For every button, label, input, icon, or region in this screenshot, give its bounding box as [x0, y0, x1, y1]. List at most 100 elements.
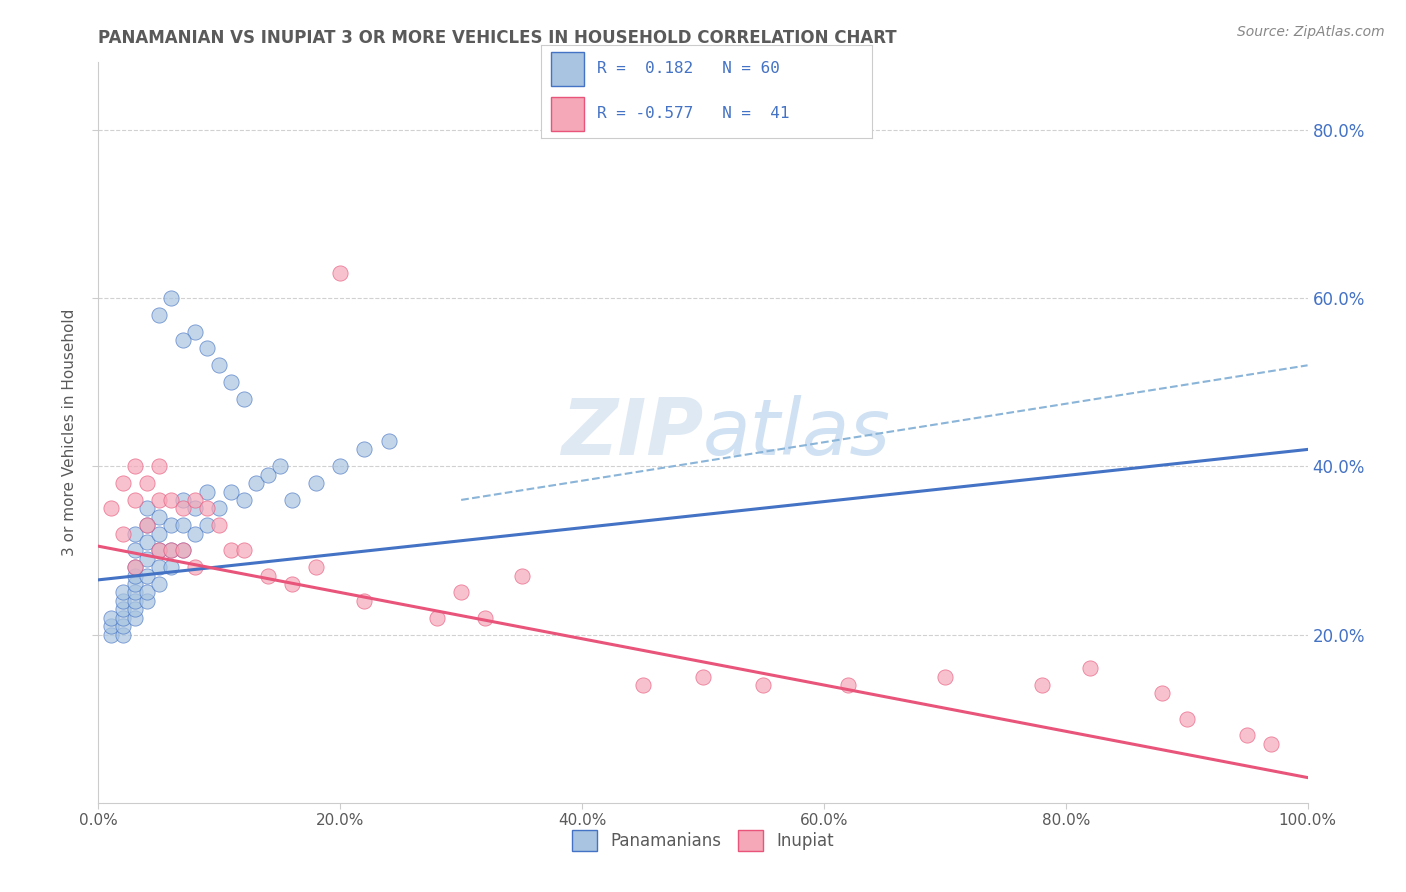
Point [148, 492, 170, 507]
Point [172, 501, 194, 516]
Point [631, 678, 654, 692]
Point [111, 627, 134, 641]
Point [124, 526, 146, 541]
Text: ZIP: ZIP [561, 394, 703, 471]
Point [329, 459, 352, 474]
Point [353, 594, 375, 608]
Point [135, 501, 157, 516]
Point [124, 594, 146, 608]
Point [100, 501, 122, 516]
Legend: Panamanians, Inupiat: Panamanians, Inupiat [565, 823, 841, 857]
Point [100, 627, 122, 641]
Point [124, 585, 146, 599]
Point [281, 577, 304, 591]
Point [111, 619, 134, 633]
Point [256, 568, 278, 582]
Point [111, 594, 134, 608]
Point [172, 543, 194, 558]
Point [269, 459, 291, 474]
Point [111, 476, 134, 491]
Point [208, 359, 231, 373]
FancyBboxPatch shape [551, 97, 585, 131]
Point [148, 543, 170, 558]
Point [160, 543, 183, 558]
Point [752, 678, 775, 692]
Point [329, 266, 352, 280]
Point [934, 670, 956, 684]
Point [305, 476, 328, 491]
Point [135, 476, 157, 491]
Point [135, 551, 157, 566]
Point [221, 484, 243, 499]
Point [124, 602, 146, 616]
Point [135, 535, 157, 549]
Point [1031, 678, 1053, 692]
Point [100, 610, 122, 624]
Point [184, 501, 207, 516]
Point [1175, 712, 1198, 726]
Point [305, 560, 328, 574]
Point [195, 518, 218, 533]
Point [135, 518, 157, 533]
Point [148, 526, 170, 541]
Point [160, 560, 183, 574]
Point [256, 467, 278, 482]
Point [1236, 729, 1258, 743]
Text: R = -0.577   N =  41: R = -0.577 N = 41 [598, 106, 790, 121]
Point [353, 442, 375, 457]
Point [474, 610, 496, 624]
Point [692, 670, 714, 684]
Text: Source: ZipAtlas.com: Source: ZipAtlas.com [1237, 25, 1385, 39]
Point [245, 476, 267, 491]
Point [111, 610, 134, 624]
Point [124, 560, 146, 574]
Text: atlas: atlas [703, 394, 891, 471]
Point [195, 342, 218, 356]
Point [124, 610, 146, 624]
Point [160, 291, 183, 305]
Point [160, 492, 183, 507]
Point [172, 333, 194, 347]
Point [1152, 686, 1174, 700]
Point [124, 492, 146, 507]
Point [232, 492, 254, 507]
Point [111, 585, 134, 599]
Point [148, 543, 170, 558]
Point [148, 577, 170, 591]
Point [111, 602, 134, 616]
Point [124, 543, 146, 558]
Point [184, 492, 207, 507]
Point [450, 585, 472, 599]
Point [124, 560, 146, 574]
Point [172, 492, 194, 507]
Point [281, 492, 304, 507]
Point [160, 543, 183, 558]
Point [221, 375, 243, 389]
Point [184, 325, 207, 339]
Point [426, 610, 449, 624]
Point [148, 560, 170, 574]
Point [148, 459, 170, 474]
Point [148, 509, 170, 524]
Y-axis label: 3 or more Vehicles in Household: 3 or more Vehicles in Household [62, 309, 77, 557]
Point [208, 518, 231, 533]
Point [195, 501, 218, 516]
Point [510, 568, 533, 582]
Point [135, 518, 157, 533]
Point [195, 484, 218, 499]
Point [208, 501, 231, 516]
FancyBboxPatch shape [551, 52, 585, 86]
Point [148, 308, 170, 322]
Point [100, 619, 122, 633]
Point [124, 577, 146, 591]
Point [232, 543, 254, 558]
Point [124, 459, 146, 474]
Point [135, 594, 157, 608]
Point [135, 585, 157, 599]
Point [172, 543, 194, 558]
Point [232, 392, 254, 406]
Point [221, 543, 243, 558]
Point [1260, 737, 1282, 751]
Point [184, 526, 207, 541]
Point [184, 560, 207, 574]
